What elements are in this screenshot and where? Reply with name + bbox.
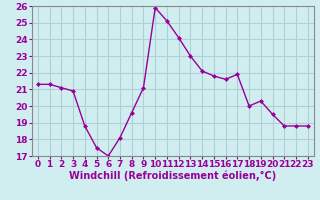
X-axis label: Windchill (Refroidissement éolien,°C): Windchill (Refroidissement éolien,°C) [69, 171, 276, 181]
